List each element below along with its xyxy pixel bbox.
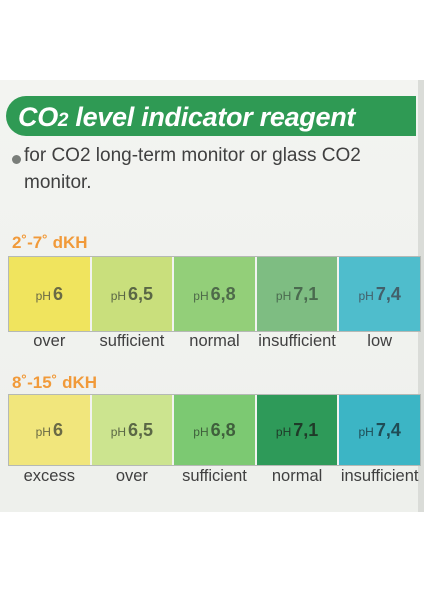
swatch: pH 7,4 [339, 395, 420, 465]
card-edge [418, 80, 424, 512]
caption: over [115, 467, 148, 485]
ph-prefix: pH [275, 289, 292, 303]
ph-value: 7,4 [375, 283, 401, 304]
ph-prefix: pH [358, 425, 374, 439]
caption: insufficient [340, 467, 419, 485]
swatch: pH 6 [9, 257, 92, 331]
caption-row-2: excess over sufficient normal insufficie… [8, 467, 421, 486]
ph-value: 7,4 [375, 419, 401, 440]
swatch: pH 6 [9, 395, 92, 465]
caption: low [367, 332, 393, 350]
caption: sufficient [182, 467, 247, 485]
ph-prefix: pH [193, 425, 209, 439]
swatch: pH 7,1 [256, 257, 340, 331]
title-rest: level indicator reagent [68, 102, 356, 132]
title: CO2 level indicator reagent [18, 100, 355, 134]
bullet-icon [12, 155, 21, 164]
swatch: pH 6,8 [174, 257, 257, 331]
ph-value: 6,8 [210, 419, 236, 440]
ph-value: 6,5 [128, 419, 154, 440]
ph-prefix: pH [358, 289, 374, 303]
color-scale-2: pH 6 pH 6,5 pH 6,8 pH 7,1 pH 7,4 [8, 394, 421, 466]
swatch: pH 6,5 [91, 395, 175, 465]
swatch: pH 7,1 [256, 395, 340, 465]
ph-prefix: pH [110, 289, 127, 303]
caption: excess [23, 467, 75, 485]
ph-value: 6,8 [210, 283, 236, 304]
title-banner [6, 96, 416, 136]
ph-value: 6 [52, 419, 63, 440]
ph-prefix: pH [193, 289, 209, 303]
swatch: pH 6,8 [174, 395, 257, 465]
caption: sufficient [99, 332, 165, 350]
title-co: CO [18, 102, 58, 132]
caption: over [33, 332, 66, 350]
range-title-2: 8˚-15˚ dKH [12, 373, 98, 392]
caption: normal [189, 332, 240, 350]
ph-prefix: pH [110, 425, 127, 439]
description-line-2: monitor. [24, 172, 92, 193]
title-co2-sub: 2 [57, 110, 69, 131]
description-line-1: for CO2 long-term monitor or glass CO2 [24, 145, 361, 166]
caption-row-1: over sufficient normal insufficient low [8, 332, 421, 351]
swatch: pH 7,4 [339, 257, 420, 331]
ph-value: 7,1 [293, 419, 319, 440]
ph-prefix: pH [35, 425, 51, 439]
ph-prefix: pH [35, 289, 51, 303]
range-title-1: 2˚-7˚ dKH [12, 233, 88, 252]
ph-value: 6,5 [128, 283, 154, 304]
caption: normal [271, 467, 323, 485]
ph-value: 6 [52, 283, 63, 304]
ph-value: 7,1 [293, 283, 319, 304]
color-scale-1: pH 6 pH 6,5 pH 6,8 pH 7,1 pH 7,4 [8, 256, 421, 332]
ph-prefix: pH [275, 425, 292, 439]
swatch: pH 6,5 [91, 257, 175, 331]
caption: insufficient [258, 332, 336, 350]
